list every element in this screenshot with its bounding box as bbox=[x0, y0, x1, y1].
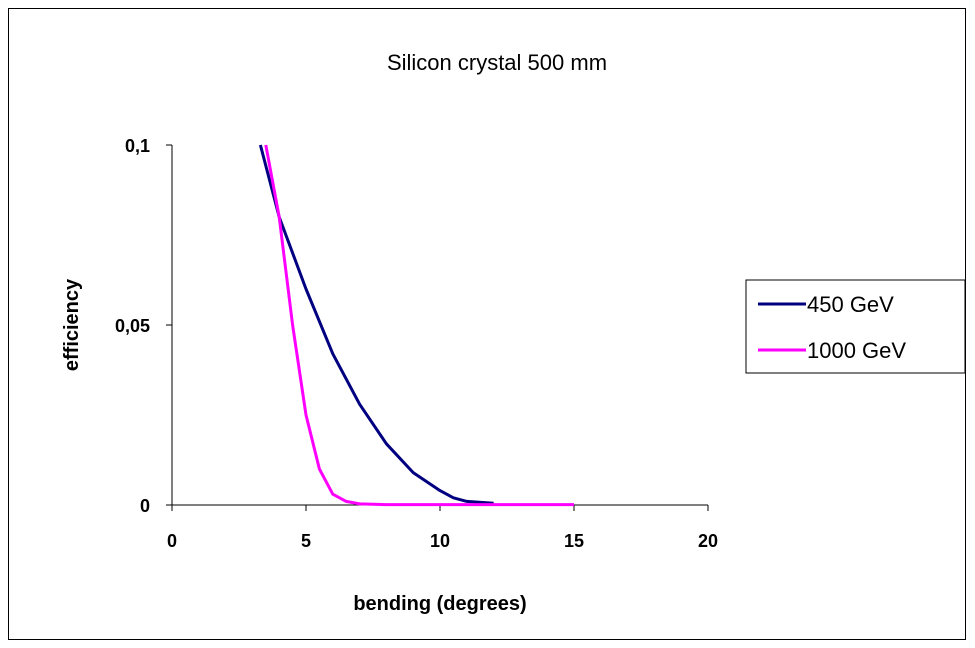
x-tick-label: 20 bbox=[698, 531, 718, 551]
legend-label-450-gev: 450 GeV bbox=[807, 292, 894, 317]
y-tick-label: 0 bbox=[140, 496, 150, 516]
series-line-1000-gev bbox=[266, 145, 574, 505]
x-tick-label: 10 bbox=[430, 531, 450, 551]
legend: 450 GeV 1000 GeV bbox=[746, 280, 965, 373]
y-axis-label: efficiency bbox=[61, 278, 83, 371]
axis-ticks: 0 5 10 15 20 0 0,05 0,1 bbox=[115, 136, 718, 551]
y-tick-label: 0,05 bbox=[115, 316, 150, 336]
x-tick-label: 5 bbox=[301, 531, 311, 551]
y-tick-label: 0,1 bbox=[125, 136, 150, 156]
series-group bbox=[260, 145, 574, 505]
chart-title: Silicon crystal 500 mm bbox=[387, 50, 607, 75]
x-axis-label: bending (degrees) bbox=[353, 593, 526, 615]
x-tick-label: 15 bbox=[564, 531, 584, 551]
series-line-450-gev bbox=[260, 145, 493, 503]
legend-label-1000-gev: 1000 GeV bbox=[807, 338, 906, 363]
x-tick-label: 0 bbox=[167, 531, 177, 551]
